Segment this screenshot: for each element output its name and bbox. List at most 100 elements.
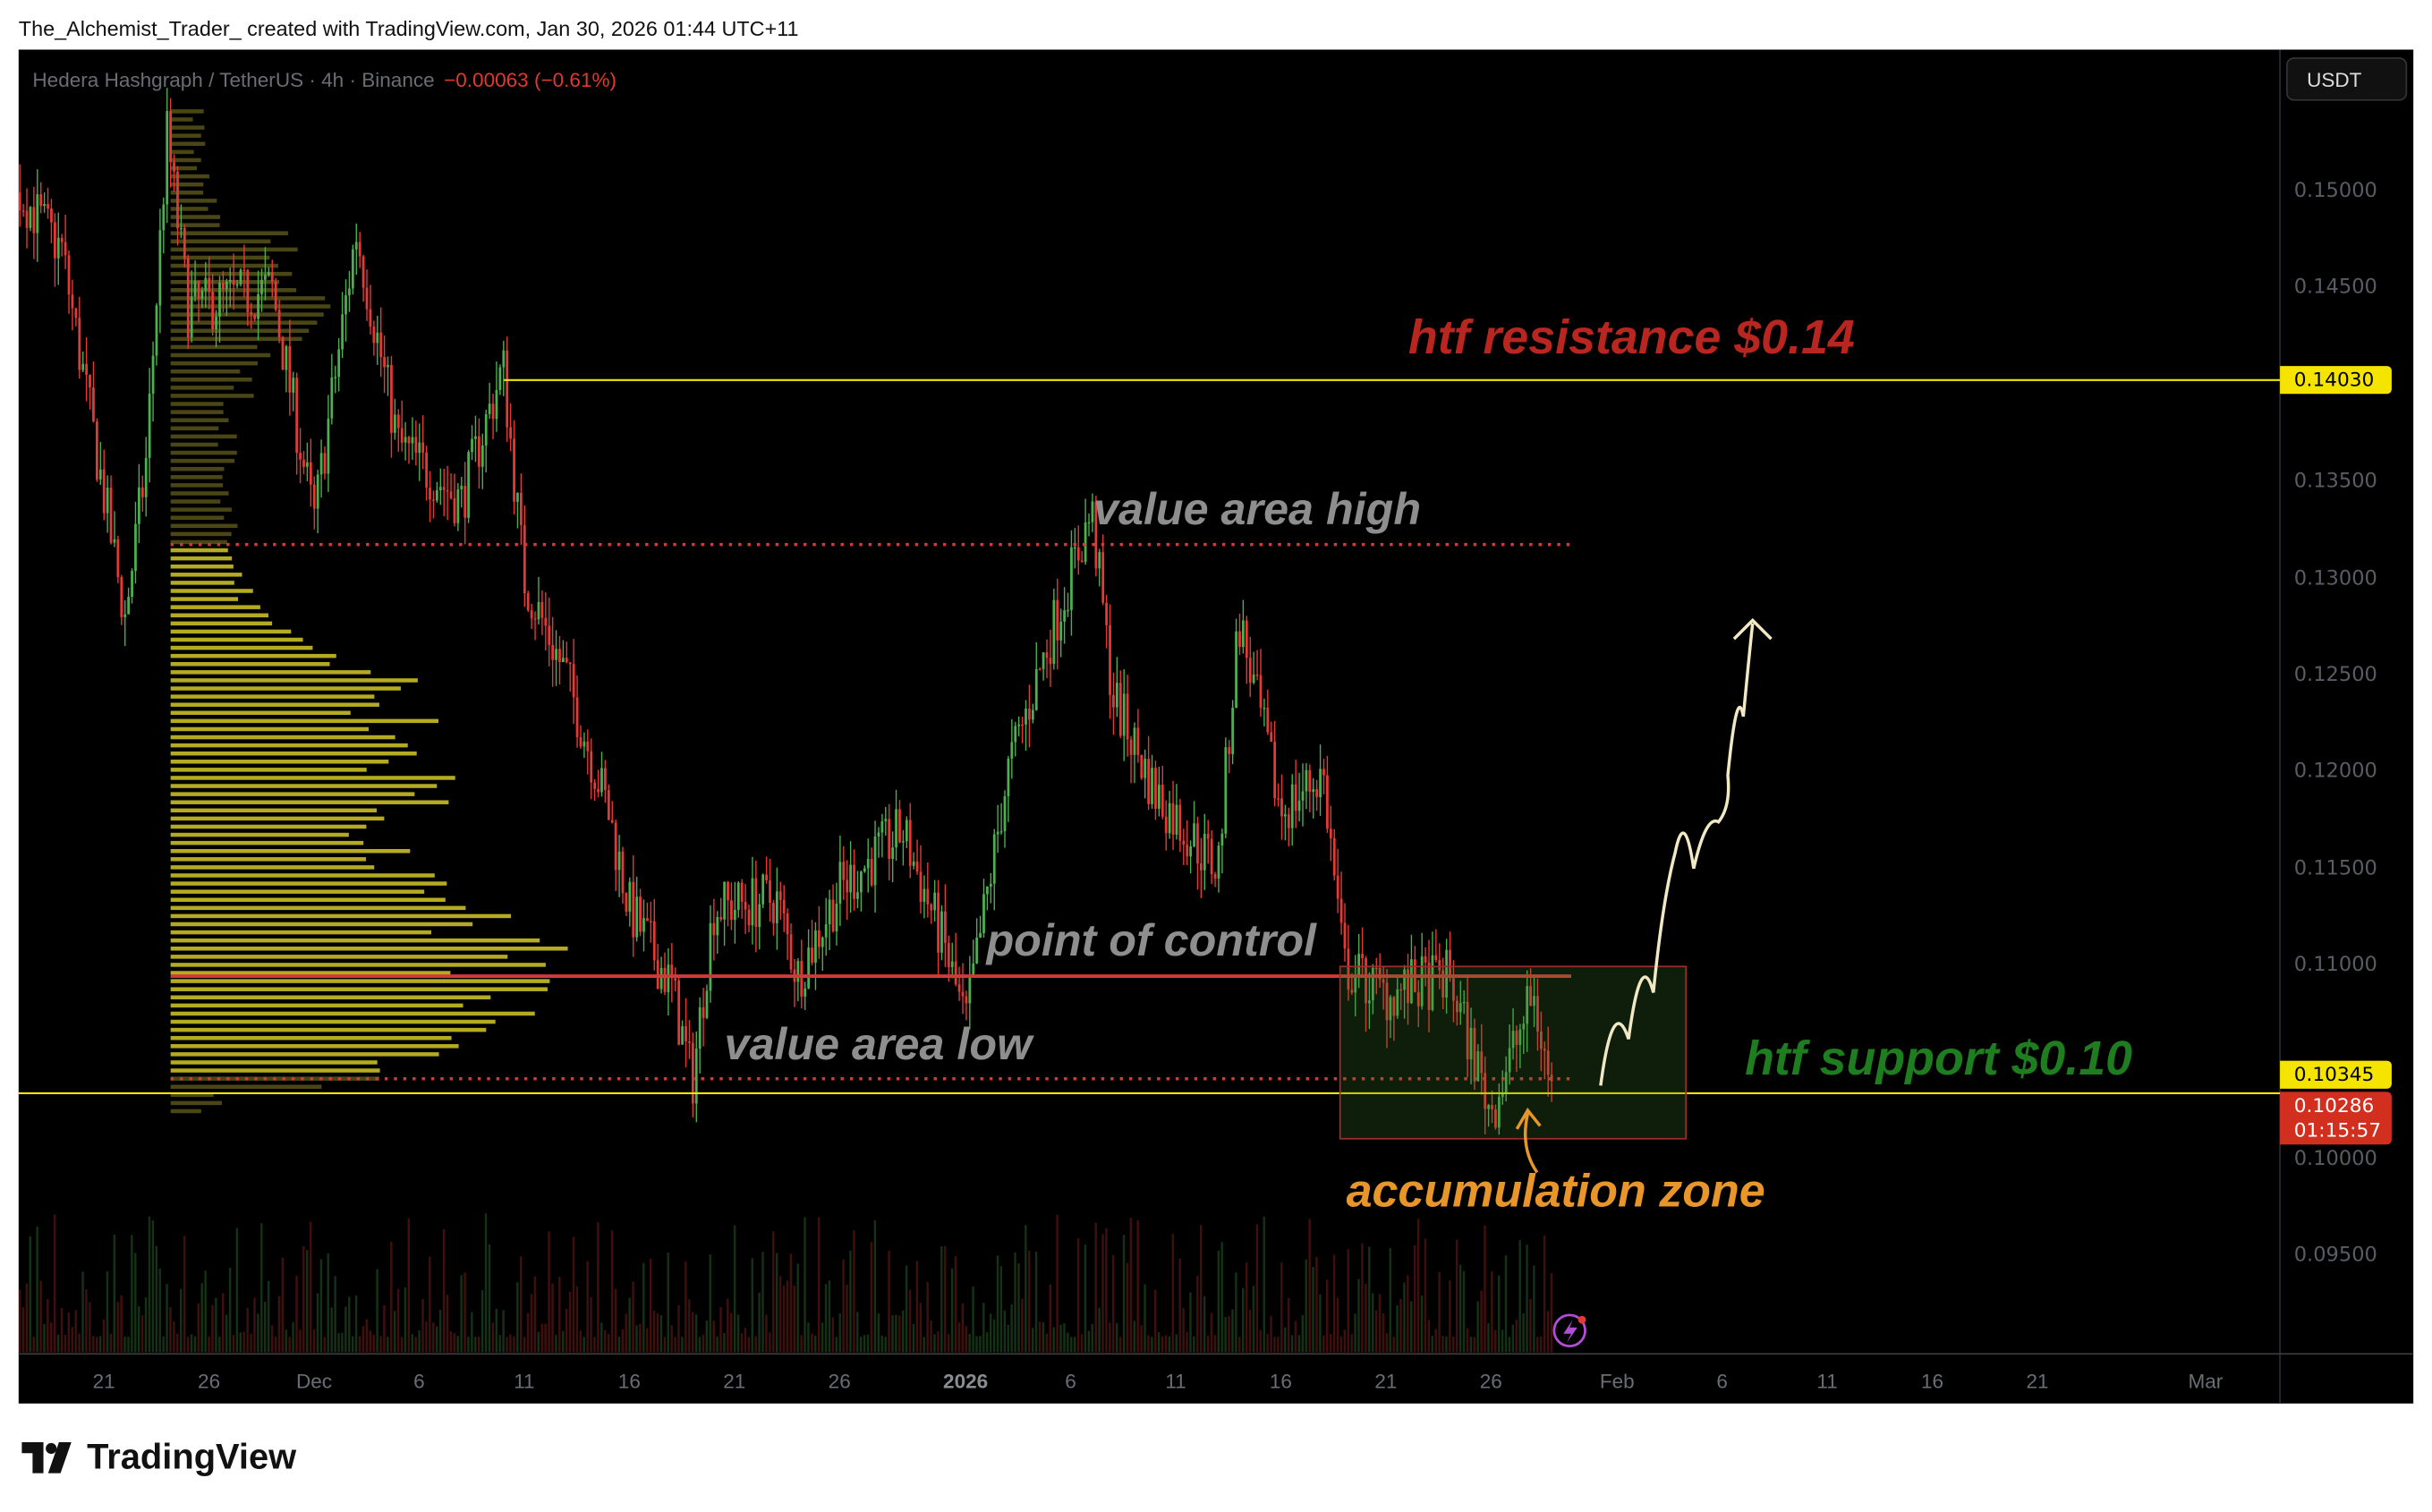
candle [736,882,740,911]
candle [821,937,824,947]
volume-bar [495,1308,498,1353]
volume-bar [765,1314,768,1353]
volume-bar [183,1236,186,1353]
volume-bar [579,1330,582,1353]
candle [733,910,736,921]
candle [513,438,515,502]
candle [1259,675,1263,709]
volume-bar [327,1253,329,1353]
volume-bar [933,1334,936,1353]
volume-profile-bar [170,157,201,163]
volume-profile-bar [170,1109,201,1114]
lightning-bolt-icon [1563,1320,1577,1344]
volume-bar [670,1325,673,1353]
candle [674,978,677,981]
volume-bar [1533,1265,1535,1353]
time-tick: 11 [1165,1369,1186,1393]
volume-bar [1284,1327,1287,1353]
candle [1252,675,1255,684]
volume-bar [1539,1336,1543,1353]
volume-bar [831,1317,835,1353]
candle [1273,742,1277,799]
candle [376,332,379,344]
candle [453,497,456,523]
candle [999,831,1003,833]
notification-dot [1577,1315,1586,1324]
tradingview-logo[interactable]: TradingView [21,1436,296,1478]
candle [1080,560,1084,563]
candle [842,862,846,880]
volume-bar [1480,1290,1483,1353]
candle [471,438,473,453]
currency-button[interactable]: USDT [2286,57,2408,101]
volume-bar [698,1337,702,1353]
volume-profile-bar [170,378,252,382]
volume-profile-bar [170,344,258,350]
volume-bar [438,1309,442,1353]
volume-bar [709,1254,711,1353]
candle [74,308,78,319]
candle [681,1026,684,1045]
candle [85,363,89,376]
volume-bar [702,1334,705,1353]
volume-bar [975,1336,978,1353]
volume-bar [1294,1321,1297,1353]
volume-bar [523,1337,526,1353]
volume-bar [1031,1328,1034,1353]
candle [811,947,813,964]
candle [652,921,656,961]
volume-profile-bar [170,515,225,520]
volume-bar [376,1269,378,1353]
candle [937,892,940,953]
volume-bar [1504,1255,1508,1353]
time-tick: Dec [295,1369,333,1393]
candle [47,204,49,209]
candle [193,280,197,297]
volume-bar [986,1332,989,1353]
volume-bar [235,1227,239,1353]
candle [986,886,989,895]
candle [1003,795,1007,832]
volume-bar [544,1323,547,1353]
volume-bar [1515,1319,1518,1353]
candle [685,1026,687,1042]
candle [804,988,807,998]
volume-bar [800,1335,803,1353]
volume-bar [1277,1337,1280,1353]
candle [1136,727,1140,755]
candle [642,918,645,932]
volume-bar [1151,1337,1153,1353]
volume-bar [309,1221,312,1353]
volume-bar [1109,1322,1111,1353]
volume-bar [1175,1334,1178,1353]
candle [127,596,131,615]
candle [1434,955,1438,961]
volume-bar [1147,1335,1150,1353]
candle [474,436,477,439]
candle [751,878,754,926]
time-tick: 21 [723,1369,746,1393]
chart-area[interactable] [18,49,2414,1404]
candle [1301,791,1305,801]
candle [1484,1073,1487,1109]
volume-bar [414,1337,417,1353]
volume-bar [957,1322,961,1353]
volume-bar [639,1323,642,1353]
volume-bar [513,1336,515,1353]
volume-profile-bar [170,117,193,122]
candle [1452,978,1455,1001]
candle [144,457,148,497]
candle [1312,788,1315,793]
volume-bar [200,1283,203,1353]
candle [1343,922,1347,949]
candle [53,222,56,259]
volume-bar [972,1286,974,1353]
volume-bar [937,1331,940,1353]
candle [1042,652,1045,669]
candle [884,819,888,821]
volume-bar [923,1337,925,1353]
volume-bar [144,1297,148,1353]
volume-bar [334,1276,336,1353]
candle [1059,621,1063,641]
